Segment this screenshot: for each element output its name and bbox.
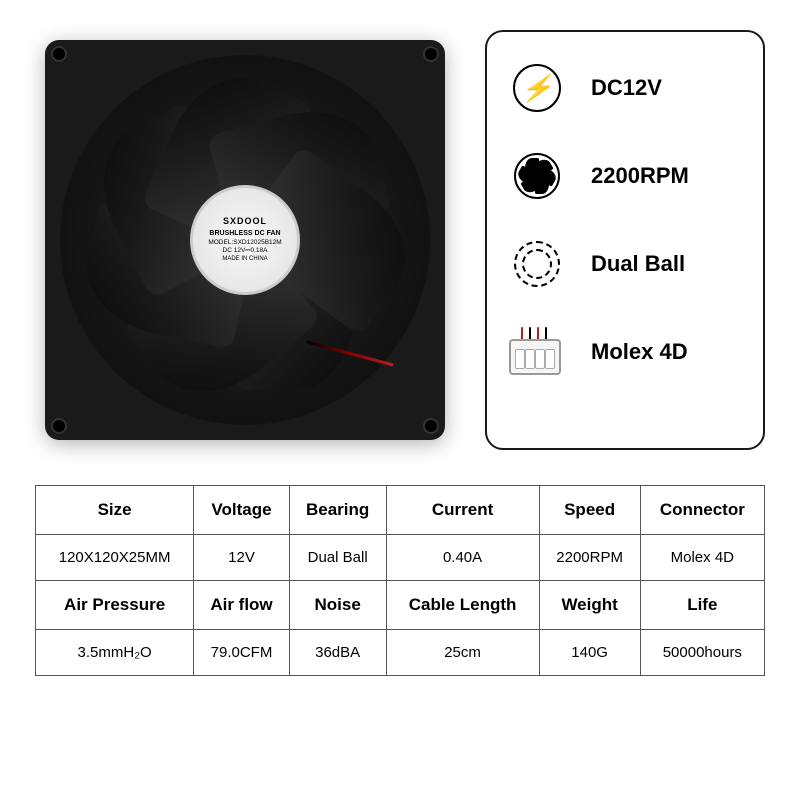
td-voltage: 12V	[194, 535, 290, 581]
td-air-flow: 79.0CFM	[194, 630, 290, 676]
td-weight: 140G	[539, 630, 640, 676]
th-air-flow: Air flow	[194, 581, 290, 630]
td-noise: 36dBA	[289, 630, 386, 676]
td-connector: Molex 4D	[640, 535, 764, 581]
spec-rpm: 2200RPM	[509, 148, 741, 204]
td-life: 50000hours	[640, 630, 764, 676]
th-size: Size	[36, 486, 194, 535]
spec-connector: Molex 4D	[509, 324, 741, 380]
th-voltage: Voltage	[194, 486, 290, 535]
td-air-pressure: 3.5mmH₂O	[36, 630, 194, 676]
specifications-table: Size Voltage Bearing Current Speed Conne…	[35, 485, 765, 676]
spec-voltage: ⚡ DC12V	[509, 60, 741, 116]
fan-hub-label: SXDOOL BRUSHLESS DC FAN MODEL:SXD12025B1…	[190, 185, 300, 295]
bolt-icon: ⚡	[509, 60, 565, 116]
th-cable-length: Cable Length	[386, 581, 539, 630]
key-specs-panel: ⚡ DC12V 2200RPM Dual Ba	[485, 30, 765, 450]
th-speed: Speed	[539, 486, 640, 535]
td-cable-length: 25cm	[386, 630, 539, 676]
spec-label: Dual Ball	[591, 251, 685, 277]
spec-label: Molex 4D	[591, 339, 688, 365]
th-life: Life	[640, 581, 764, 630]
th-current: Current	[386, 486, 539, 535]
spec-label: DC12V	[591, 75, 662, 101]
connector-icon	[509, 324, 565, 380]
th-noise: Noise	[289, 581, 386, 630]
th-bearing: Bearing	[289, 486, 386, 535]
bearing-icon	[509, 236, 565, 292]
td-size: 120X120X25MM	[36, 535, 194, 581]
spec-bearing: Dual Ball	[509, 236, 741, 292]
td-current: 0.40A	[386, 535, 539, 581]
hub-type: BRUSHLESS DC FAN	[209, 229, 280, 238]
th-weight: Weight	[539, 581, 640, 630]
hub-model: MODEL:SXD12025B12M	[208, 239, 281, 247]
fan-icon	[509, 148, 565, 204]
td-speed: 2200RPM	[539, 535, 640, 581]
product-image: SXDOOL BRUSHLESS DC FAN MODEL:SXD12025B1…	[35, 30, 455, 450]
th-connector: Connector	[640, 486, 764, 535]
hub-brand: SXDOOL	[223, 216, 267, 228]
th-air-pressure: Air Pressure	[36, 581, 194, 630]
td-bearing: Dual Ball	[289, 535, 386, 581]
spec-label: 2200RPM	[591, 163, 689, 189]
hub-made: MADE IN CHINA	[222, 256, 267, 264]
hub-spec: DC 12V⎓0.18A	[223, 247, 268, 255]
